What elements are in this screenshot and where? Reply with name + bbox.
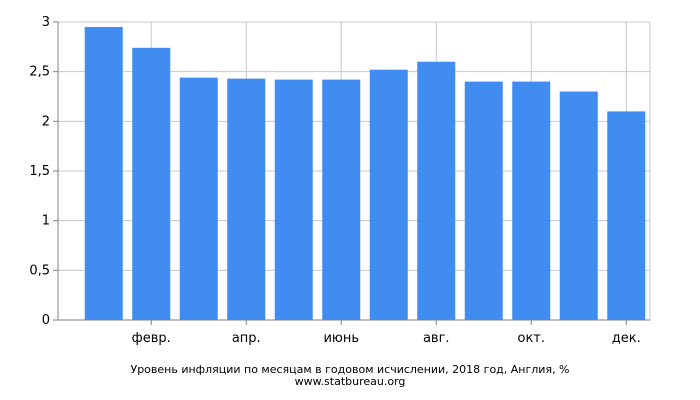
y-tick-label: 3 <box>42 15 50 30</box>
bar <box>607 111 646 321</box>
axes <box>53 21 650 325</box>
x-tick-label: окт. <box>517 331 545 346</box>
y-tick-label: 1 <box>42 214 50 229</box>
bar <box>274 79 313 320</box>
bar <box>84 26 123 320</box>
bar <box>132 47 171 321</box>
y-tick-label: 2,5 <box>29 65 50 80</box>
x-tick-label: авг. <box>423 331 450 346</box>
bar <box>322 79 361 320</box>
y-tick-label: 2 <box>42 114 50 129</box>
x-tick-label: апр. <box>232 331 261 346</box>
x-tick-label: дек. <box>612 331 641 346</box>
bar <box>369 69 408 321</box>
y-tick-label: 1,5 <box>29 164 50 179</box>
y-tick-label: 0,5 <box>29 263 50 278</box>
bar <box>417 61 456 320</box>
bar <box>559 91 598 321</box>
y-tick-label: 0 <box>42 313 50 328</box>
bar <box>464 81 503 320</box>
bar <box>227 78 266 321</box>
x-tick-label: февр. <box>132 331 171 346</box>
bar <box>512 81 551 320</box>
bar <box>179 77 218 320</box>
tick-labels: 0 0,5 1 1,5 2 2,5 3 февр. апр. июнь авг. окт. дек. <box>29 15 640 346</box>
chart-title: Уровень инфляции по месяцам в годовом ис… <box>130 363 570 376</box>
x-tick-label: июнь <box>323 331 359 346</box>
bars <box>84 26 646 321</box>
chart-source: www.statbureau.org <box>294 375 406 388</box>
